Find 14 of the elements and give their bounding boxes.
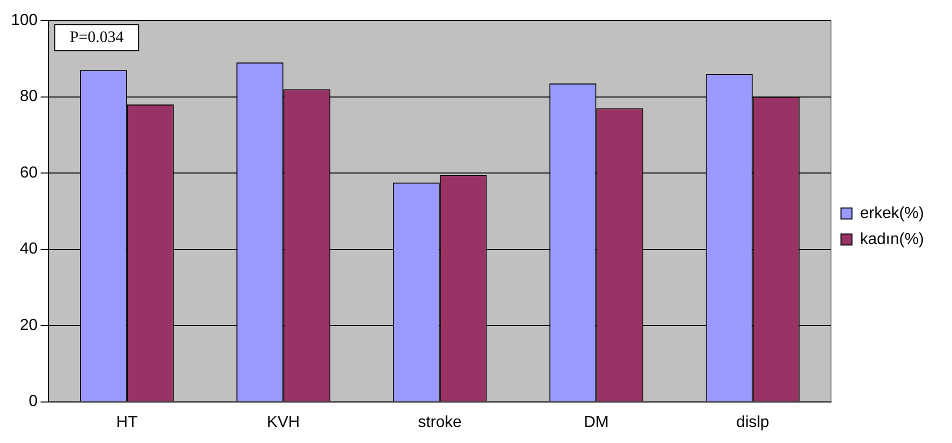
legend-label: kadın(%) [860, 230, 924, 248]
y-tick-label: 40 [20, 240, 38, 258]
x-tick-label: KVH [266, 414, 300, 431]
y-tick-label: 80 [20, 88, 38, 106]
legend-label: erkek(%) [860, 204, 924, 222]
x-tick-label: stroke [418, 414, 462, 431]
y-tick-label: 60 [20, 164, 38, 182]
y-tick-label: 0 [28, 393, 38, 410]
y-tick-label: 20 [20, 316, 38, 334]
annotation: P=0.034 [70, 28, 124, 46]
x-tick-label: HT [116, 414, 138, 431]
x-tick-label: DM [584, 414, 609, 431]
x-tick-label: dislp [736, 414, 770, 431]
y-tick-label: 100 [10, 12, 38, 30]
